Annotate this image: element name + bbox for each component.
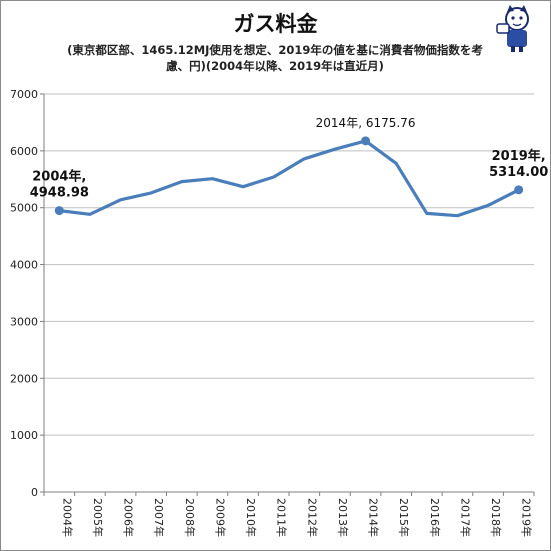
x-tick-label: 2017年 <box>458 498 472 537</box>
y-tick-label: 4000 <box>10 259 38 272</box>
chart-subtitle: (東京都区部、1465.12MJ使用を想定、2019年の値を基に消費者物価指数を… <box>67 43 483 73</box>
x-tick-label: 2012年 <box>305 498 319 537</box>
x-tick-label: 2015年 <box>397 498 411 537</box>
x-tick-label: 2018年 <box>489 498 503 537</box>
x-tick-label: 2009年 <box>213 498 227 537</box>
x-tick-label: 2004年 <box>60 498 74 537</box>
x-tick-label: 2007年 <box>152 498 166 537</box>
y-tick-label: 1000 <box>10 429 38 442</box>
x-tick-label: 2011年 <box>275 498 289 537</box>
data-label: 2004年, <box>32 169 86 185</box>
data-point <box>514 185 524 195</box>
data-label: 2014年, 6175.76 <box>316 116 416 130</box>
x-tick-label: 2008年 <box>183 498 197 537</box>
series-line <box>59 139 520 218</box>
y-tick-label: 6000 <box>10 145 38 158</box>
y-tick-label: 3000 <box>10 315 38 328</box>
x-tick-label: 2019年 <box>520 498 534 537</box>
y-tick-label: 7000 <box>10 88 38 101</box>
y-tick-label: 2000 <box>10 372 38 385</box>
data-label: 4948.98 <box>30 186 89 201</box>
data-label: 2019年, <box>492 148 546 164</box>
chart-title: ガス料金 <box>233 12 318 36</box>
y-tick-label: 0 <box>31 486 38 499</box>
x-tick-label: 2006年 <box>122 498 136 537</box>
data-point <box>361 136 371 146</box>
x-tick-label: 2010年 <box>244 498 258 537</box>
data-point <box>54 206 64 216</box>
x-tick-label: 2013年 <box>336 498 350 537</box>
x-tick-label: 2005年 <box>91 498 105 537</box>
x-tick-label: 2014年 <box>367 498 381 537</box>
data-label: 5314.00 <box>489 165 548 180</box>
x-tick-label: 2016年 <box>428 498 442 537</box>
mascot-logo-icon <box>496 5 529 52</box>
y-tick-label: 5000 <box>10 202 38 215</box>
